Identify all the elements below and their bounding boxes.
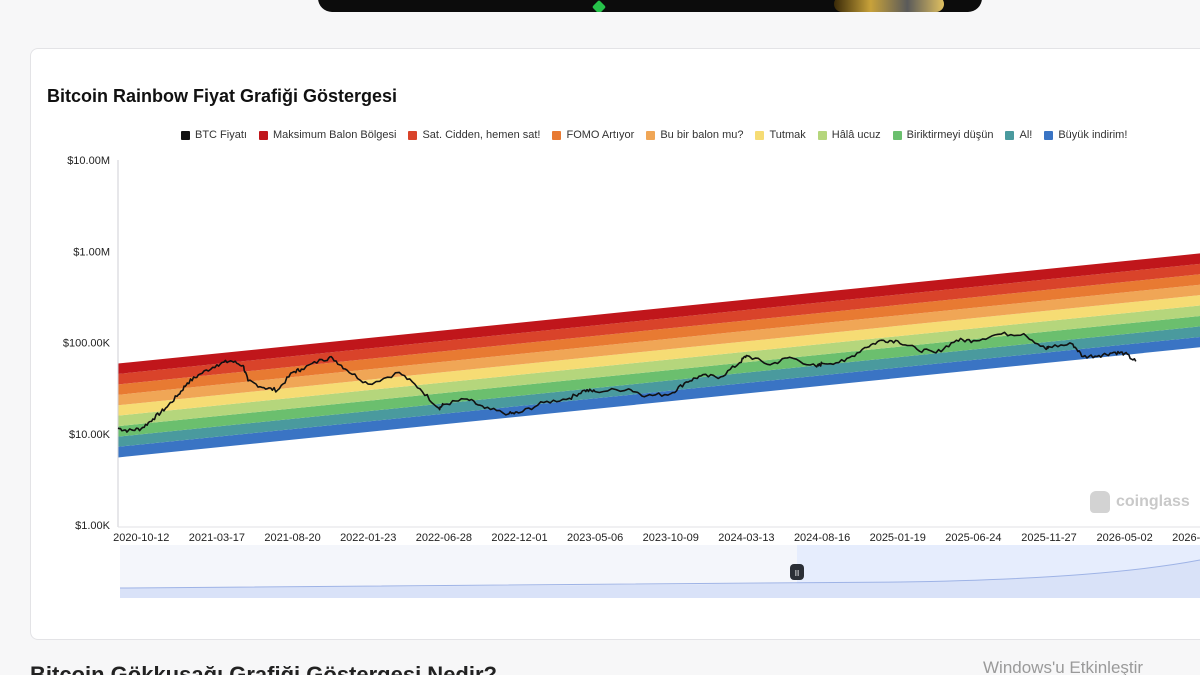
legend-swatch — [755, 130, 765, 140]
legend-label: Maksimum Balon Bölgesi — [272, 129, 397, 141]
legend-swatch — [181, 130, 190, 140]
x-tick-label: 2025-11-27 — [1021, 532, 1076, 544]
x-tick-label: 2023-10-09 — [643, 532, 699, 544]
legend-item[interactable]: Sat. Cidden, hemen sat! — [408, 129, 540, 141]
coinglass-logo-icon — [1090, 491, 1110, 513]
rainbow-band — [118, 316, 1200, 437]
legend-swatch — [1044, 130, 1054, 140]
chart-title: Bitcoin Rainbow Fiyat Grafiği Göstergesi — [47, 86, 398, 106]
y-tick-label: $100.00K — [63, 338, 111, 350]
x-tick-label: 2020-10-12 — [113, 532, 169, 544]
promo-banner[interactable] — [318, 0, 982, 12]
btc-price-line — [117, 331, 1137, 433]
x-tick-label: 2021-03-17 — [189, 532, 245, 544]
legend-label: Sat. Cidden, hemen sat! — [422, 129, 541, 141]
legend-swatch — [258, 130, 268, 140]
legend-label: Büyük indirim! — [1058, 129, 1128, 141]
legend-swatch — [817, 130, 827, 140]
legend-item[interactable]: Bu bir balon mu? — [646, 129, 743, 141]
coinglass-logo-text: coinglass — [1116, 493, 1190, 510]
x-tick-label: 2025-01-19 — [870, 532, 926, 544]
y-tick-label: $1.00M — [73, 246, 110, 258]
legend-item[interactable]: Biriktirmeyi düşün — [892, 129, 994, 141]
x-tick-label: 2024-08-16 — [794, 532, 850, 544]
legend-item[interactable]: Tutmak — [755, 129, 806, 141]
legend-label: Biriktirmeyi düşün — [906, 129, 994, 141]
y-tick-label: $10.00K — [69, 429, 111, 441]
x-tick-label: 2022-06-28 — [416, 532, 472, 544]
windows-activation-watermark: Windows'u Etkinleştir — [983, 658, 1144, 675]
x-tick-label: 2025-06-24 — [945, 532, 1001, 544]
legend-item[interactable]: Büyük indirim! — [1044, 129, 1127, 141]
y-tick-label: $10.00M — [67, 155, 110, 167]
legend-label: Bu bir balon mu? — [660, 129, 744, 141]
legend-swatch — [1005, 130, 1015, 140]
x-tick-label: 2026-05-02 — [1097, 532, 1153, 544]
x-tick-label: 2023-05-06 — [567, 532, 623, 544]
legend-item[interactable]: Al! — [1005, 129, 1032, 141]
navigator-area — [120, 560, 1200, 598]
rainbow-band — [118, 336, 1200, 458]
coinglass-watermark: coinglass — [1090, 491, 1190, 513]
legend-label: BTC Fiyatı — [195, 129, 247, 141]
rainbow-band — [118, 253, 1200, 374]
legend-swatch — [892, 130, 902, 140]
promo-art-image — [834, 0, 944, 12]
legend-label: Al! — [1019, 129, 1033, 141]
legend-item[interactable]: Hâlâ ucuz — [817, 129, 881, 141]
legend-item[interactable]: Maksimum Balon Bölgesi — [258, 129, 397, 141]
y-tick-label: $1.00K — [75, 520, 111, 532]
chart-legend: BTC Fiyatı Maksimum Balon Bölgesi Sat. Cid… — [181, 129, 1127, 141]
navigator-handle[interactable] — [790, 564, 804, 580]
legend-swatch — [646, 130, 656, 140]
rainbow-band — [118, 263, 1200, 385]
x-tick-label: 2022-01-23 — [340, 532, 396, 544]
legend-item[interactable]: FOMO Artıyor — [552, 129, 634, 141]
legend-label: FOMO Artıyor — [566, 129, 635, 141]
legend-item[interactable]: BTC Fiyatı — [181, 129, 247, 141]
rainbow-band — [118, 305, 1200, 427]
navigator-handle-grip: II — [795, 569, 799, 578]
legend-label: Hâlâ ucuz — [831, 129, 881, 141]
rainbow-band — [118, 295, 1200, 416]
rainbow-band — [118, 326, 1200, 447]
x-tick-label: 2024-03-13 — [718, 532, 774, 544]
x-tick-label: 2021-08-20 — [264, 532, 320, 544]
x-tick-label: 2026-10-05 — [1172, 532, 1200, 544]
legend-swatch — [408, 130, 418, 140]
legend-label: Tutmak — [769, 129, 806, 141]
rainbow-band — [118, 274, 1200, 395]
x-tick-label: 2022-12-01 — [491, 532, 547, 544]
rainbow-band — [118, 284, 1200, 406]
section-heading: Bitcoin Gökkuşağı Grafiği Göstergesi Ned… — [30, 662, 497, 675]
legend-swatch — [552, 130, 562, 140]
